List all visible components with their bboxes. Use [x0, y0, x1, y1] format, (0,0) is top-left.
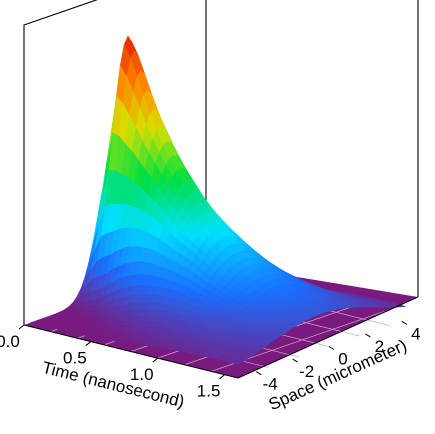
- right-wall-edge: [417, 0, 419, 297]
- surface-mesh: [30, 35, 407, 365]
- space-tick-label: -4: [263, 375, 278, 394]
- time-tick-mark: [85, 341, 92, 346]
- space-tick-label: 4: [411, 324, 420, 343]
- space-tick-mark: [401, 320, 408, 325]
- space-axis-ticks: -4 -2 0 2 4: [255, 320, 421, 394]
- time-tick-label: 1.0: [130, 365, 154, 384]
- time-tick-label: 0.5: [63, 349, 87, 368]
- space-tick-label: 2: [375, 337, 384, 356]
- space-axis-line: [237, 296, 419, 379]
- time-tick-mark: [219, 374, 225, 380]
- space-tick-mark: [292, 358, 298, 363]
- time-tick-label: 1.5: [197, 382, 221, 401]
- back-walls: [23, 0, 419, 325]
- space-tick-mark: [328, 346, 335, 350]
- surface-cell: [231, 360, 244, 365]
- front-edges: [23, 296, 419, 379]
- space-tick-mark: [365, 333, 371, 338]
- space-tick-label: -2: [299, 362, 314, 381]
- time-axis-ticks: 0.0 0.5 1.0 1.5: [0, 324, 225, 401]
- time-tick-label: 0.0: [0, 332, 20, 351]
- time-tick-mark: [152, 357, 159, 363]
- time-tick-mark: [18, 324, 25, 330]
- left-wall-edge: [23, 0, 207, 325]
- space-tick-label: 0: [338, 350, 347, 369]
- space-tick-mark: [255, 371, 262, 376]
- time-axis-line: [23, 324, 239, 379]
- time-axis-label: Time (nanosecond): [40, 358, 186, 411]
